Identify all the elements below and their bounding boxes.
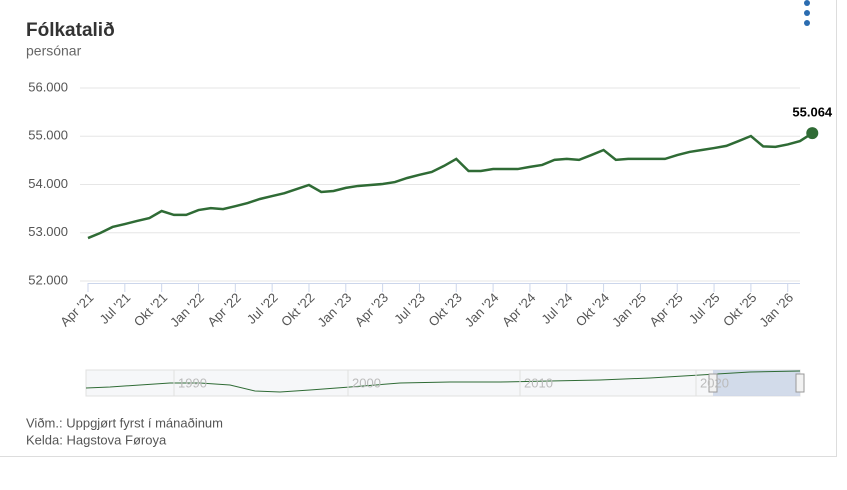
x-tick-label: Apr '24 <box>499 290 538 329</box>
navigator-handle[interactable] <box>795 373 805 393</box>
menu-button[interactable] <box>804 0 810 26</box>
x-tick-label: Okt '23 <box>425 290 464 329</box>
y-tick-label: 52.000 <box>28 272 68 287</box>
data-label: 55.064 <box>792 105 833 120</box>
x-tick-label: Jan '23 <box>314 290 354 330</box>
x-tick-label: Apr '23 <box>352 290 391 329</box>
navigator-label: 2010 <box>524 375 553 390</box>
x-tick-label: Okt '24 <box>573 290 612 329</box>
y-tick-label: 53.000 <box>28 224 68 239</box>
x-tick-label: Apr '22 <box>204 290 243 329</box>
x-tick-label: Jul '21 <box>96 290 133 327</box>
navigator-handle[interactable] <box>708 373 718 393</box>
navigator-label: 1990 <box>178 375 207 390</box>
x-tick-label: Jul '23 <box>391 290 428 327</box>
x-tick-label: Jan '22 <box>167 290 207 330</box>
navigator-label: 2000 <box>352 375 381 390</box>
menu-dot <box>804 10 810 16</box>
x-tick-label: Okt '25 <box>720 290 759 329</box>
navigator <box>85 369 805 397</box>
data-line <box>87 132 813 240</box>
y-tick-label: 55.000 <box>28 128 68 143</box>
x-tick-label: Jul '22 <box>244 290 281 327</box>
x-tick-label: Jan '25 <box>609 290 649 330</box>
y-tick-label: 56.000 <box>28 79 68 94</box>
x-tick-label: Okt '22 <box>278 290 317 329</box>
note: Viðm.: Uppgjørt fyrst í mánaðinum <box>26 415 223 430</box>
x-tick-label: Jul '24 <box>538 290 575 327</box>
x-tick-label: Apr '21 <box>57 290 96 329</box>
x-tick-label: Jan '24 <box>462 290 502 330</box>
x-tick-label: Jan '26 <box>756 290 796 330</box>
y-tick-label: 54.000 <box>28 176 68 191</box>
x-tick-label: Apr '25 <box>646 290 685 329</box>
x-tick-label: Jul '25 <box>686 290 723 327</box>
chart-title: Fólkatalið <box>26 20 115 41</box>
chart-subtitle: persónar <box>26 43 82 59</box>
menu-dot <box>804 20 810 26</box>
navigator-line <box>85 370 801 393</box>
navigator-label: 2020 <box>700 375 729 390</box>
data-point <box>806 127 819 140</box>
note: Kelda: Hagstova Føroya <box>26 432 167 447</box>
x-tick-label: Okt '21 <box>131 290 170 329</box>
menu-dot <box>804 0 810 6</box>
navigator-selection[interactable] <box>713 370 800 396</box>
